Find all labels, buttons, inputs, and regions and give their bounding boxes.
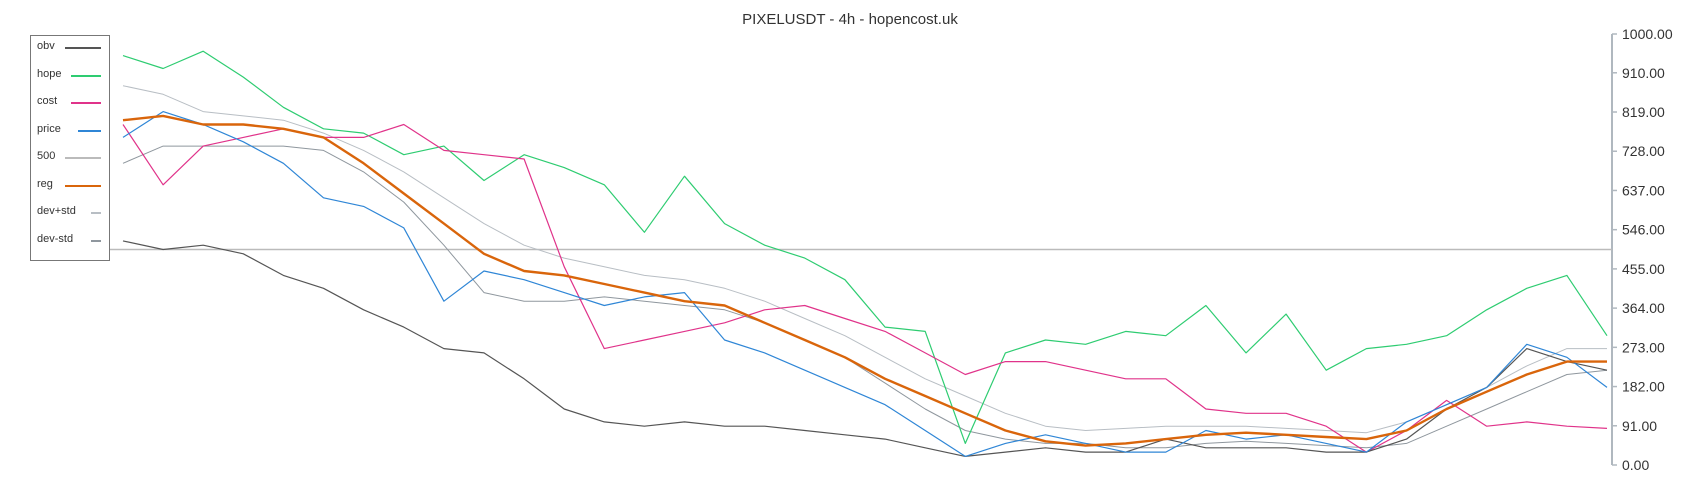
- y-tick-label: 910.00: [1622, 65, 1665, 81]
- y-tick-label: 1000.00: [1622, 26, 1673, 42]
- y-tick-label: 364.00: [1622, 300, 1665, 316]
- legend-swatch: [90, 239, 101, 242]
- legend-swatch: [77, 129, 101, 132]
- y-tick-label: 0.00: [1622, 457, 1649, 473]
- series-hope-line: [122, 50, 1608, 444]
- series-dev-std-line: [122, 145, 1608, 449]
- legend-item-cost[interactable]: cost: [37, 95, 103, 107]
- legend-swatch: [64, 47, 101, 49]
- legend-label: dev+std: [37, 205, 76, 217]
- series-reg-line: [122, 114, 1607, 447]
- legend-label: price: [37, 122, 61, 135]
- y-tick-label: 273.00: [1622, 339, 1665, 355]
- legend-item-price[interactable]: price: [37, 123, 103, 135]
- legend-item-obv[interactable]: obv: [37, 40, 103, 52]
- series-cost-line: [122, 123, 1608, 453]
- y-tick-label: 546.00: [1622, 222, 1665, 238]
- legend-item-dev-std[interactable]: dev+std: [37, 205, 103, 217]
- series-dev-std-line: [122, 85, 1607, 434]
- legend-label: hope: [37, 67, 62, 80]
- legend-swatch: [64, 184, 101, 187]
- legend-label: obv: [37, 40, 55, 52]
- chart-title: PIXELUSDT - 4h - hopencost.uk: [742, 11, 958, 28]
- legend-label: 500: [37, 150, 56, 162]
- legend-item-hope[interactable]: hope: [37, 68, 103, 80]
- legend-label: cost: [37, 95, 58, 107]
- y-tick-label: 819.00: [1622, 104, 1665, 120]
- legend-swatch: [71, 74, 101, 77]
- legend-label: dev-std: [37, 232, 74, 245]
- series-obv-line: [122, 240, 1608, 457]
- legend-swatch: [64, 157, 101, 159]
- legend-swatch: [90, 212, 101, 214]
- series-price-line: [122, 110, 1608, 457]
- legend-item-500[interactable]: 500: [37, 150, 103, 162]
- y-tick-label: 91.00: [1622, 418, 1657, 434]
- legend-item-dev-std[interactable]: dev-std: [37, 233, 103, 245]
- y-tick-label: 637.00: [1622, 182, 1665, 198]
- y-tick-label: 728.00: [1622, 143, 1665, 159]
- legend: obv hope cost price 500 reg dev+std dev-std: [30, 35, 110, 261]
- legend-label: reg: [37, 177, 53, 190]
- y-tick-label: 455.00: [1622, 261, 1665, 277]
- y-tick-label: 182.00: [1622, 379, 1665, 395]
- legend-item-reg[interactable]: reg: [37, 178, 103, 190]
- legend-swatch: [71, 102, 101, 104]
